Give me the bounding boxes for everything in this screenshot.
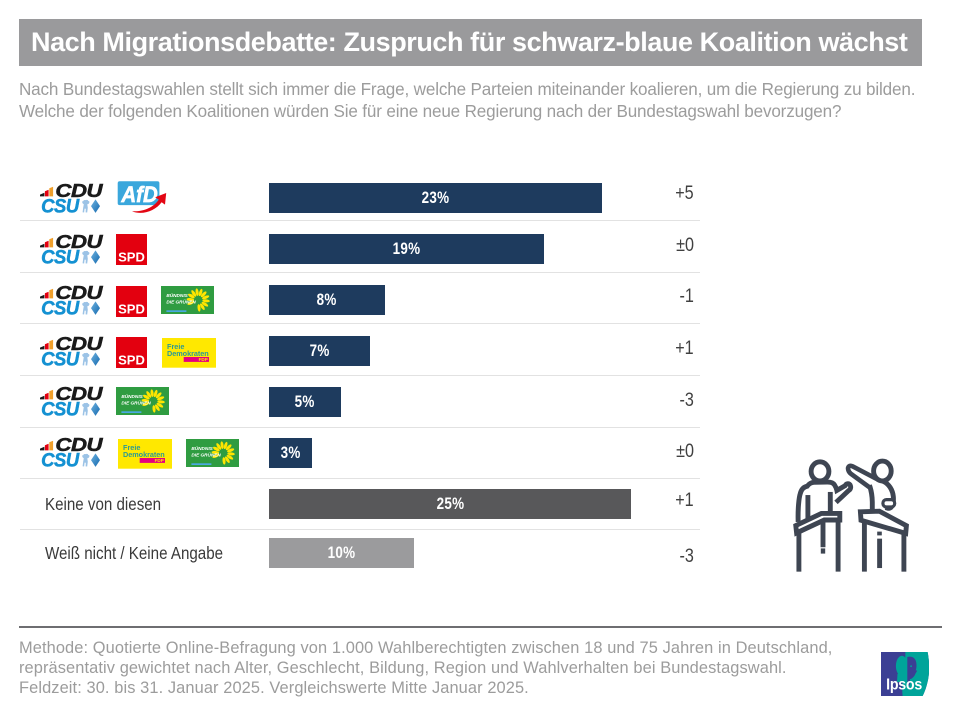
- svg-text:Ipsos: Ipsos: [886, 676, 922, 694]
